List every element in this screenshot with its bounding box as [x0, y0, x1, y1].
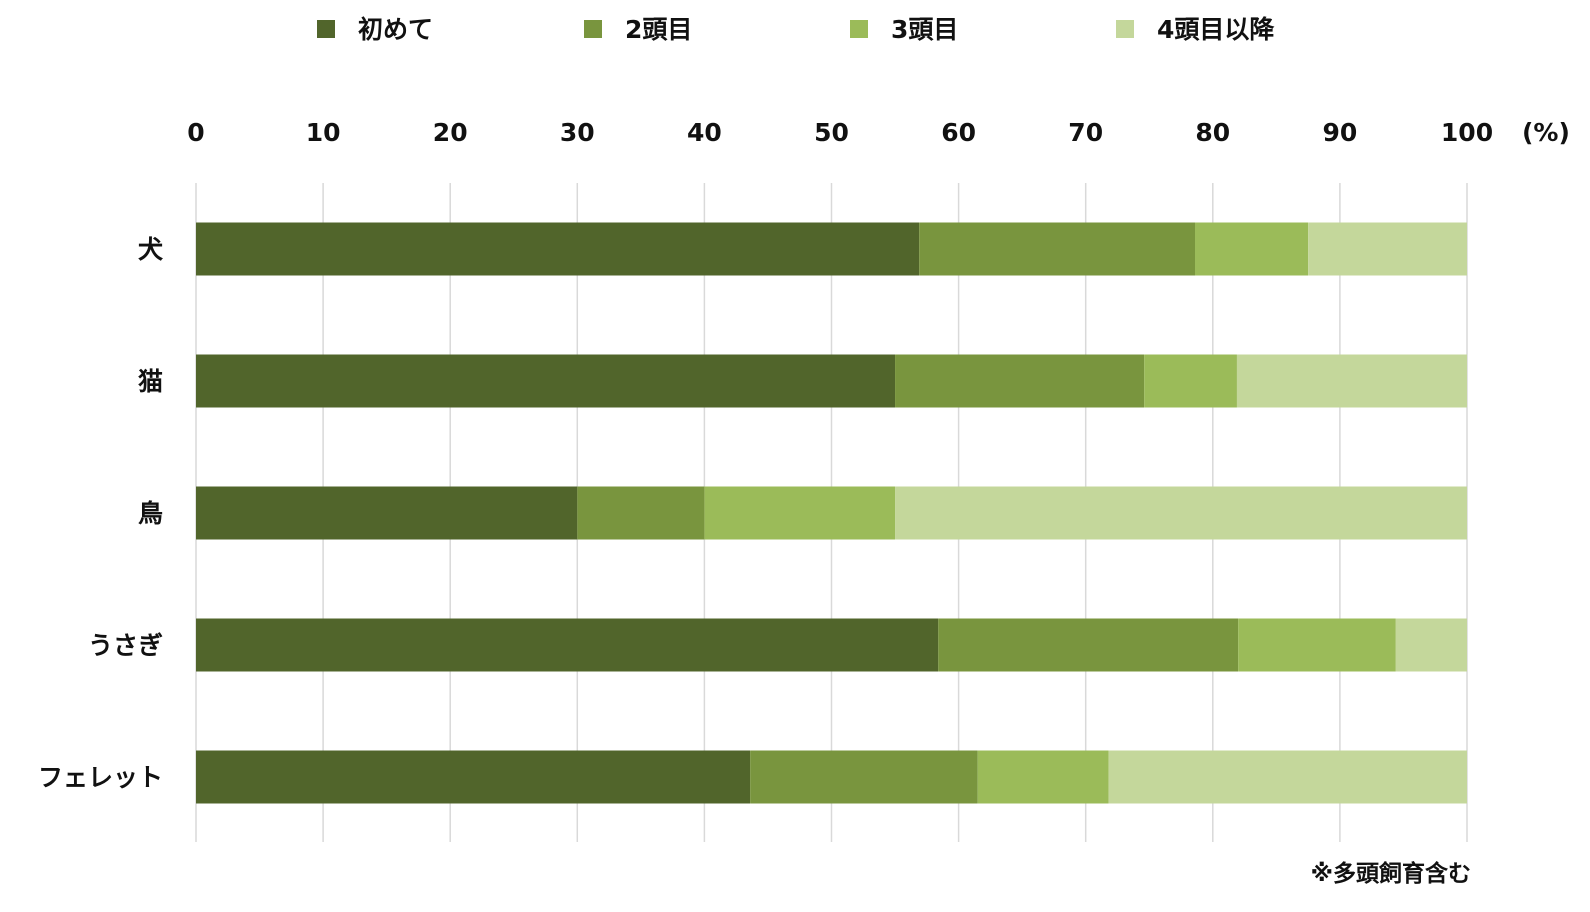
x-tick-label: 50: [814, 118, 849, 147]
bar-segment: [1195, 222, 1309, 276]
bar-segment: [704, 486, 896, 540]
bar-segment: [938, 618, 1239, 672]
x-axis-unit-label: (%): [1522, 118, 1570, 147]
legend-label: 初めて: [358, 15, 433, 44]
category-label: 犬: [138, 235, 163, 264]
category-label: フェレット: [38, 763, 163, 792]
category-label: 鳥: [138, 499, 163, 528]
legend-label: 3頭目: [891, 15, 958, 44]
bar-segment: [977, 750, 1109, 804]
category-label: 猫: [138, 367, 163, 396]
bars: [196, 222, 1467, 804]
legend-swatch: [850, 20, 868, 38]
legend-swatch: [1116, 20, 1134, 38]
bar-segment: [895, 354, 1145, 408]
bar-segment: [1108, 750, 1467, 804]
bar-segment: [750, 750, 978, 804]
category-label: うさぎ: [88, 631, 163, 660]
x-tick-label: 90: [1323, 118, 1358, 147]
bar-segment: [1308, 222, 1467, 276]
bar-segment: [919, 222, 1196, 276]
x-tick-label: 100: [1441, 118, 1493, 147]
x-tick-label: 40: [687, 118, 722, 147]
bar-segment: [196, 618, 939, 672]
x-tick-label: 20: [433, 118, 468, 147]
x-tick-label: 80: [1195, 118, 1230, 147]
x-tick-label: 10: [306, 118, 341, 147]
legend-swatch: [584, 20, 602, 38]
bar-segment: [196, 486, 578, 540]
bar-segment: [1144, 354, 1237, 408]
legend-label: 2頭目: [625, 15, 692, 44]
bar-segment: [196, 222, 920, 276]
legend-label: 4頭目以降: [1157, 15, 1275, 44]
bar-segment: [196, 354, 896, 408]
x-tick-label: 0: [187, 118, 204, 147]
bar-segment: [895, 486, 1467, 540]
legend: 初めて 2頭目 3頭目 4頭目以降: [317, 15, 1275, 44]
bar-segment: [1395, 618, 1467, 672]
bar-segment: [577, 486, 705, 540]
bar-segment: [1238, 618, 1396, 672]
x-tick-label: 70: [1068, 118, 1103, 147]
legend-swatch: [317, 20, 335, 38]
x-tick-label: 60: [941, 118, 976, 147]
bar-segment: [196, 750, 751, 804]
x-axis-ticks: 0 10 20 30 40 50 60 70 80 90 100: [187, 118, 1493, 147]
x-tick-label: 30: [560, 118, 595, 147]
footnote: ※多頭飼育含む: [1311, 860, 1471, 887]
bar-segment: [1236, 354, 1467, 408]
